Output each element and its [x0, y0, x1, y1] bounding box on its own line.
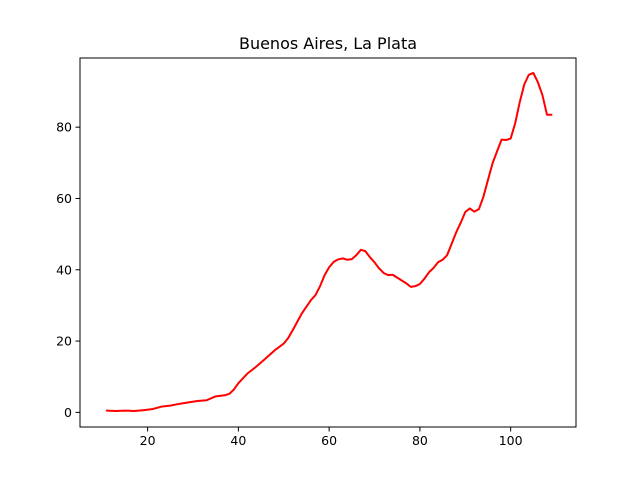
axes-frame: [79, 57, 577, 428]
y-tick-label-0: 0: [64, 405, 72, 420]
y-tick-label-60: 60: [56, 191, 72, 206]
x-tick-label-80: 80: [412, 433, 428, 448]
x-tick-label-100: 100: [499, 433, 523, 448]
y-tick-label-80: 80: [56, 120, 72, 135]
chart-title: Buenos Aires, La Plata: [239, 34, 417, 53]
x-tick-label-20: 20: [140, 433, 156, 448]
x-tick-label-60: 60: [321, 433, 337, 448]
plot-area: 20 40 60 80 100 0 20 40 60 80: [56, 57, 577, 448]
y-tick-label-20: 20: [56, 334, 72, 349]
series-line-0: [105, 71, 553, 412]
x-tick-label-40: 40: [230, 433, 246, 448]
y-tick-label-40: 40: [56, 262, 72, 277]
